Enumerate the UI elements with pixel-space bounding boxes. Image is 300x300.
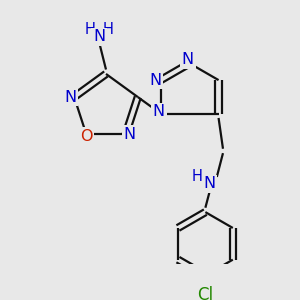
Text: N: N — [182, 52, 194, 68]
Text: N: N — [123, 127, 135, 142]
Text: H: H — [102, 22, 113, 38]
Text: N: N — [149, 73, 161, 88]
Text: O: O — [80, 129, 93, 144]
Text: N: N — [204, 176, 216, 191]
Text: N: N — [64, 89, 77, 104]
Text: Cl: Cl — [197, 286, 213, 300]
Text: H: H — [192, 169, 203, 184]
Text: H: H — [85, 22, 96, 38]
Text: N: N — [93, 29, 105, 44]
Text: N: N — [153, 104, 165, 119]
